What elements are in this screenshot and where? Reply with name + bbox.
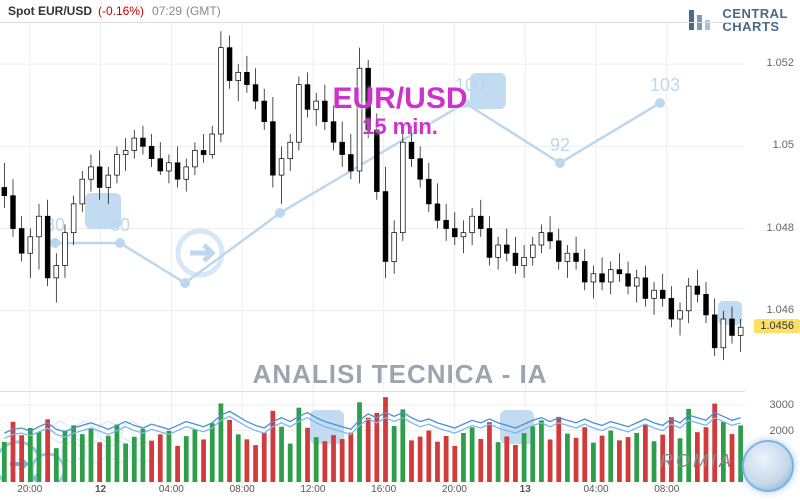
timezone-label: (GMT) [186,4,221,18]
change-label: (-0.16%) [98,4,144,18]
svg-text:103: 103 [650,75,680,95]
avatar-icon[interactable] [742,440,794,492]
chart-header: Spot EUR/USD (-0.16%) 07:29 (GMT) [0,0,800,22]
chart-subtitle: ANALISI TECNICA - IA [253,359,548,390]
current-price-tag: 1.0456 [754,319,800,333]
time-label: 07:29 [152,4,182,18]
time-x-axis: 20:001204:0008:0012:0016:0020:001304:000… [0,484,745,498]
brand-text: ROMIA [660,451,734,472]
price-y-axis: 1.0461.0481.051.052 [745,22,800,392]
volume-chart[interactable] [0,392,745,482]
symbol-label: Spot EUR/USD [8,4,92,18]
price-chart[interactable]: 808010092103 [0,22,745,392]
svg-text:92: 92 [550,135,570,155]
